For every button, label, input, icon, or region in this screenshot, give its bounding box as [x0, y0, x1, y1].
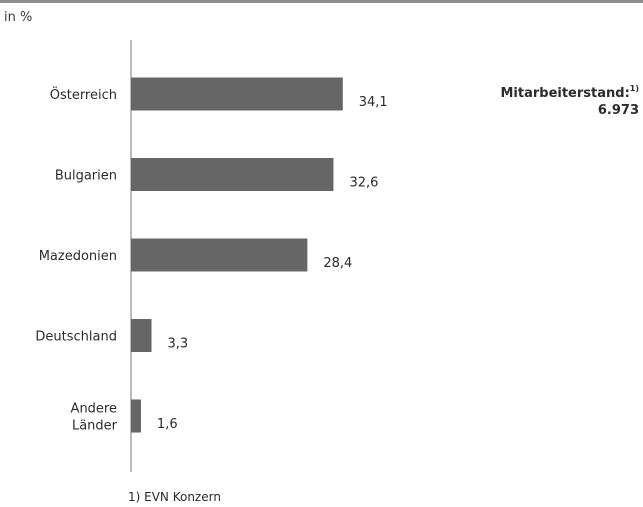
- category-label-4: Andere Länder: [71, 402, 118, 434]
- bar-4: [131, 399, 141, 433]
- employee-count-note: Mitarbeiterstand:1) 6.973: [500, 80, 639, 119]
- category-label-1: Bulgarien: [55, 169, 117, 184]
- value-label-4: 1,6: [157, 417, 178, 432]
- value-label-1: 32,6: [349, 176, 378, 191]
- value-label-0: 34,1: [359, 95, 388, 110]
- category-label-3: Deutschland: [35, 330, 117, 345]
- footnote-marker: 1): [629, 84, 639, 93]
- value-label-3: 3,3: [167, 337, 188, 352]
- unit-label: in %: [4, 10, 33, 25]
- top-rule: [0, 0, 643, 3]
- value-label-2: 28,4: [323, 256, 352, 271]
- bar-3: [131, 319, 152, 352]
- labels-group: 34,1 Österreich 32,6 Bulgarien 28,4 Mazedonie…: [35, 86, 387, 434]
- bar-2: [131, 238, 308, 272]
- bar-1: [131, 158, 334, 191]
- employee-count-label: Mitarbeiterstand:: [500, 86, 630, 101]
- bars-group: [131, 77, 343, 433]
- employee-count-value: 6.973: [597, 103, 639, 118]
- category-label-2: Mazedonien: [39, 249, 117, 264]
- category-label-0: Österreich: [50, 86, 117, 103]
- footnote: 1) EVN Konzern: [128, 490, 221, 504]
- bar-0: [131, 77, 343, 111]
